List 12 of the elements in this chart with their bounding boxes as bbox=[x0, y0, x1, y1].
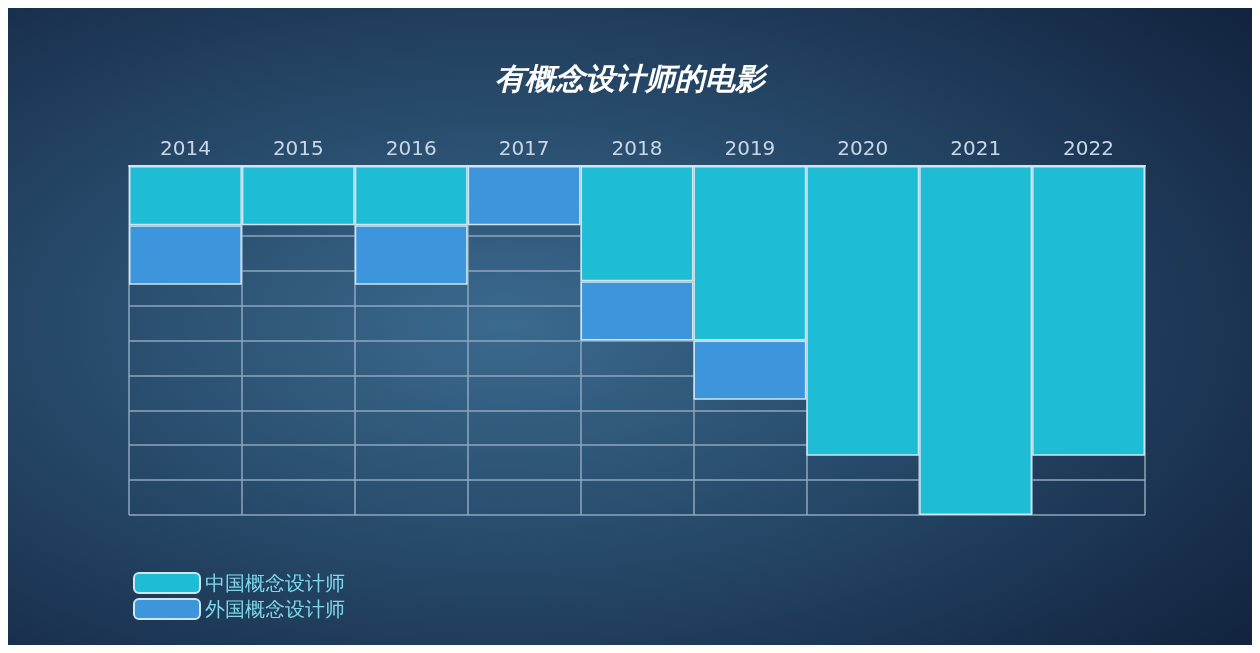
legend-label: 外国概念设计师 bbox=[205, 597, 345, 621]
x-tick-label: 2017 bbox=[498, 136, 550, 160]
x-tick-label: 2015 bbox=[272, 136, 324, 160]
x-tick-label: 2018 bbox=[611, 136, 663, 160]
x-tick-label: 2022 bbox=[1063, 136, 1115, 160]
legend-label: 中国概念设计师 bbox=[205, 571, 345, 595]
x-tick-label: 2016 bbox=[385, 136, 437, 160]
x-tick-label: 2020 bbox=[837, 136, 889, 160]
chart-title: 有概念设计师的电影 bbox=[495, 60, 769, 96]
x-tick-label: 2014 bbox=[159, 136, 211, 160]
x-tick-label: 2021 bbox=[950, 136, 1002, 160]
x-tick-label: 2019 bbox=[724, 136, 776, 160]
